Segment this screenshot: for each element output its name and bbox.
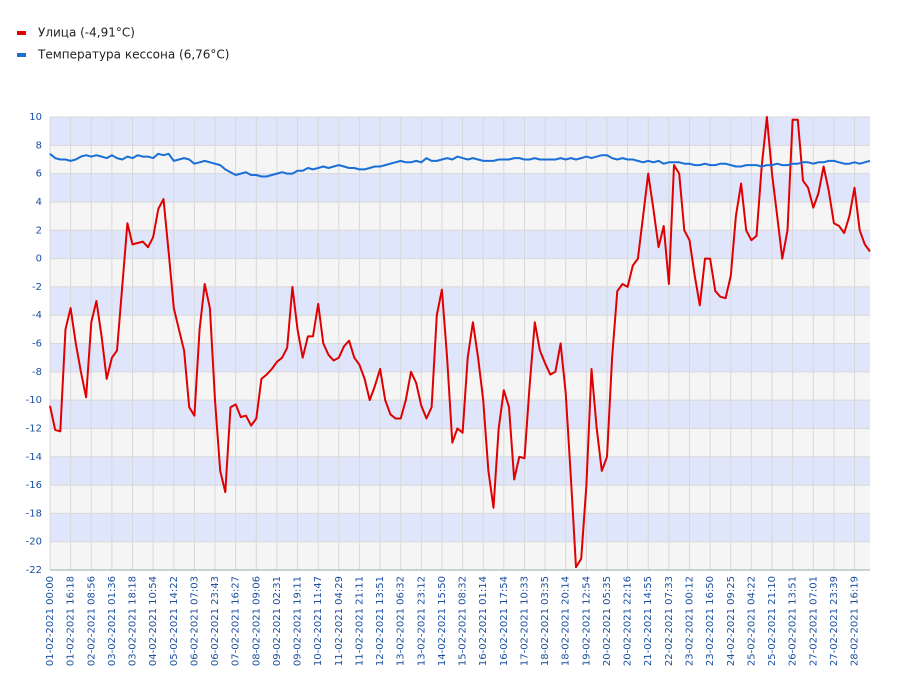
x-tick-label: 24-02-2021 09:25 (726, 576, 737, 666)
x-tick-label: 03-02-2021 01:36 (107, 576, 118, 666)
y-tick-label: 4 (36, 197, 42, 208)
band (50, 343, 870, 372)
x-tick-label: 08-02-2021 09:06 (251, 576, 262, 666)
x-tick-label: 22-02-2021 07:33 (664, 576, 675, 666)
y-tick-label: -20 (26, 537, 42, 548)
x-tick-label: 12-02-2021 13:51 (375, 576, 386, 666)
x-tick-label: 25-02-2021 04:22 (746, 576, 757, 666)
band (50, 456, 870, 486)
y-tick-label: 8 (36, 140, 42, 151)
y-tick-label: -6 (32, 339, 42, 350)
x-tick-label: 20-02-2021 22:16 (623, 576, 634, 666)
y-tick-label: -4 (32, 310, 42, 321)
y-tick-label: 2 (36, 225, 42, 236)
y-tick-label: -2 (32, 282, 42, 293)
legend-marker (17, 53, 26, 57)
y-tick-label: -22 (26, 565, 42, 576)
x-tick-label: 25-02-2021 21:10 (767, 576, 778, 666)
y-tick-label: 10 (29, 112, 42, 123)
band (50, 230, 870, 259)
band (50, 173, 870, 202)
x-tick-label: 04-02-2021 10:54 (148, 576, 159, 666)
x-tick-label: 07-02-2021 16:27 (231, 576, 242, 666)
x-tick-label: 16-02-2021 17:54 (499, 576, 510, 666)
x-tick-label: 15-02-2021 08:32 (458, 576, 469, 666)
y-tick-label: -14 (26, 452, 42, 463)
band (50, 117, 870, 146)
x-tick-label: 02-02-2021 08:56 (86, 576, 97, 666)
band (50, 400, 870, 429)
x-tick-label: 18-02-2021 20:14 (561, 576, 572, 666)
x-tick-label: 01-02-2021 00:00 (45, 576, 56, 666)
x-tick-label: 06-02-2021 23:43 (210, 576, 221, 666)
band (50, 286, 870, 316)
x-tick-label: 17-02-2021 10:33 (519, 576, 530, 666)
x-tick-label: 23-02-2021 00:12 (684, 576, 695, 666)
y-tick-label: 6 (36, 169, 42, 180)
legend-marker (17, 31, 26, 35)
x-tick-label: 11-02-2021 21:11 (354, 576, 365, 666)
x-tick-label: 23-02-2021 16:50 (705, 576, 716, 666)
legend-label: Улица (-4,91°C) (38, 26, 135, 40)
x-tick-label: 13-02-2021 06:32 (396, 576, 407, 666)
y-tick-label: -8 (32, 367, 42, 378)
series-line (49, 152, 871, 178)
y-tick-label: -10 (26, 395, 42, 406)
x-tick-label: 05-02-2021 14:22 (169, 576, 180, 666)
y-tick-label: -16 (26, 480, 42, 491)
x-tick-label: 18-02-2021 03:35 (540, 576, 551, 666)
x-tick-label: 20-02-2021 05:35 (602, 576, 613, 666)
x-tick-label: 13-02-2021 23:12 (416, 576, 427, 666)
x-tick-label: 27-02-2021 07:01 (808, 576, 819, 666)
x-tick-label: 09-02-2021 19:11 (293, 576, 304, 666)
y-tick-label: -18 (26, 508, 42, 519)
band (50, 513, 870, 542)
legend-label: Температура кессона (6,76°C) (37, 48, 229, 62)
x-tick-label: 09-02-2021 02:31 (272, 576, 283, 666)
x-tick-label: 10-02-2021 11:47 (313, 576, 324, 666)
x-tick-label: 27-02-2021 23:39 (829, 576, 840, 666)
y-tick-label: -12 (26, 423, 42, 434)
y-tick-label: 0 (36, 254, 42, 265)
series-line (49, 116, 871, 569)
x-tick-label: 06-02-2021 07:03 (189, 576, 200, 666)
x-tick-label: 21-02-2021 14:55 (643, 576, 654, 666)
x-tick-label: 26-02-2021 13:51 (788, 576, 799, 666)
x-tick-label: 14-02-2021 15:50 (437, 576, 448, 666)
x-tick-label: 28-02-2021 16:19 (850, 576, 861, 666)
x-tick-label: 01-02-2021 16:18 (66, 576, 77, 666)
x-tick-label: 16-02-2021 01:14 (478, 576, 489, 666)
x-tick-label: 19-02-2021 12:54 (581, 576, 592, 666)
x-tick-label: 11-02-2021 04:29 (334, 576, 345, 666)
x-tick-label: 03-02-2021 18:18 (128, 576, 139, 666)
